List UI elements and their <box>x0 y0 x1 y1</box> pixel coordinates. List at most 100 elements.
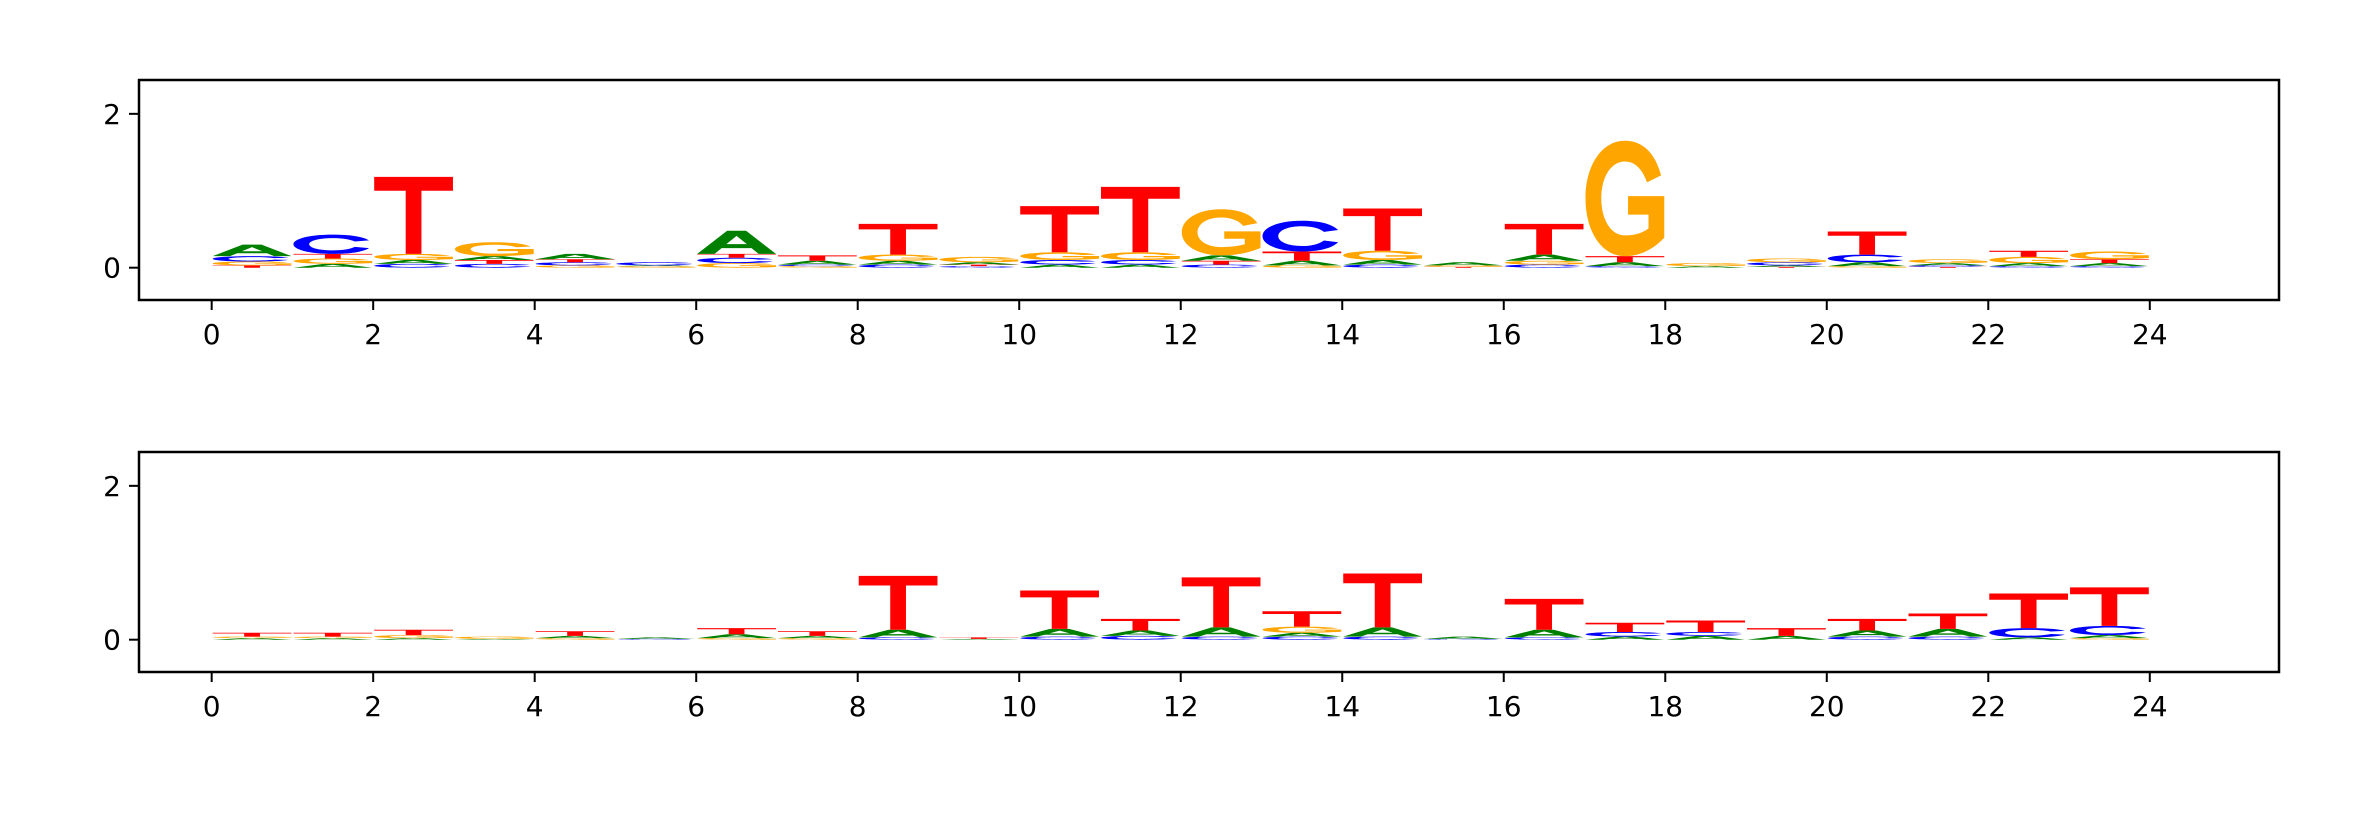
logo-letter-C-pos-13 <box>1262 220 1339 252</box>
logo-letter-G-pos-23 <box>2070 251 2149 260</box>
logo-letter-G-pos-14 <box>1343 250 1422 260</box>
logo-letter-G-pos-20 <box>1827 266 1907 268</box>
logo-letter-T-pos-10 <box>1020 590 1099 629</box>
logo-letters <box>212 573 2149 640</box>
logo-letter-T-pos-13 <box>1262 251 1342 261</box>
logo-letter-A-pos-1 <box>293 638 373 640</box>
logo-letter-C-pos-17 <box>1585 266 1662 268</box>
logo-letter-G-pos-4 <box>535 265 615 268</box>
logo-letter-A-pos-12 <box>1181 627 1261 637</box>
logo-letter-C-pos-11 <box>1100 635 1177 640</box>
x-tick-label: 22 <box>1970 318 2006 351</box>
logo-letter-A-pos-10 <box>1020 628 1099 637</box>
y-tick-label: 2 <box>103 470 121 503</box>
logo-letter-C-pos-4 <box>535 262 612 266</box>
logo-letter-G-pos-18 <box>1666 263 1746 267</box>
logo-letter-C-pos-20 <box>1827 636 1904 640</box>
logo-letter-T-pos-6 <box>697 628 776 635</box>
logo-letter-T-pos-4 <box>535 259 615 263</box>
logo-letter-G-pos-0 <box>212 261 292 266</box>
logo-letter-A-pos-0 <box>212 638 292 640</box>
x-tick-label: 4 <box>526 318 544 351</box>
logo-letter-A-pos-10 <box>1020 264 1099 268</box>
logo-letter-A-pos-21 <box>1908 628 1988 637</box>
logo-letter-C-pos-12 <box>1181 264 1258 268</box>
logo-letter-A-pos-16 <box>1504 629 1584 638</box>
x-tick-label: 12 <box>1163 690 1199 723</box>
logo-letter-T-pos-2 <box>374 629 453 636</box>
logo-letter-C-pos-6 <box>697 257 773 264</box>
logo-letter-G-pos-13 <box>1262 626 1342 633</box>
logo-letter-T-pos-21 <box>1908 613 1988 629</box>
logo-letter-A-pos-17 <box>1585 262 1665 267</box>
logo-letter-C-pos-0 <box>212 256 289 262</box>
logo-letter-C-pos-8 <box>858 637 935 640</box>
x-tick-label: 2 <box>364 690 382 723</box>
x-tick-label: 16 <box>1486 318 1522 351</box>
logo-letter-C-pos-8 <box>858 264 935 268</box>
logo-letter-G-pos-2 <box>374 253 453 260</box>
logo-letter-C-pos-10 <box>1020 636 1096 640</box>
logo-letter-T-pos-17 <box>1585 256 1665 263</box>
x-tick-label: 20 <box>1809 690 1845 723</box>
logo-letter-T-pos-8 <box>858 575 938 630</box>
logo-letter-A-pos-20 <box>1827 630 1907 637</box>
logo-letter-T-pos-12 <box>1181 577 1261 628</box>
logo-letter-T-pos-7 <box>777 631 857 636</box>
logo-letter-G-pos-23 <box>2070 638 2149 640</box>
logo-letter-T-pos-20 <box>1827 618 1907 631</box>
logo-letter-G-pos-6 <box>697 638 776 640</box>
logo-letters <box>212 140 2149 268</box>
x-tick-label: 24 <box>2132 318 2168 351</box>
x-tick-label: 6 <box>687 318 705 351</box>
logo-letter-A-pos-14 <box>1343 627 1422 637</box>
logo-letter-C-pos-13 <box>1262 636 1339 640</box>
logo-letter-C-pos-10 <box>1020 260 1096 265</box>
logo-letter-G-pos-7 <box>777 266 857 268</box>
logo-letter-C-pos-22 <box>1989 266 2065 268</box>
x-tick-label: 16 <box>1486 690 1522 723</box>
logo-letter-A-pos-14 <box>1343 260 1422 265</box>
logo-letter-C-pos-7 <box>777 264 854 267</box>
logo-letter-T-pos-6 <box>697 253 776 258</box>
logo-letter-C-pos-23 <box>2070 266 2146 268</box>
logo-letter-T-pos-13 <box>1262 611 1342 627</box>
x-tick-label: 18 <box>1647 318 1683 351</box>
logo-letter-T-pos-23 <box>2070 259 2149 264</box>
logo-letter-T-pos-10 <box>1020 206 1099 253</box>
logo-letter-T-pos-22 <box>1989 250 2069 257</box>
logo-letter-A-pos-18 <box>1666 635 1746 640</box>
logo-letter-A-pos-5 <box>616 637 696 639</box>
x-tick-label: 4 <box>526 690 544 723</box>
logo-letter-G-pos-19 <box>1747 258 1826 263</box>
logo-letter-C-pos-5 <box>616 262 693 266</box>
logo-letter-A-pos-5 <box>616 265 696 267</box>
axes-frame <box>137 78 2281 302</box>
logo-letter-A-pos-22 <box>1989 637 2069 640</box>
logo-letter-A-pos-3 <box>454 638 534 640</box>
logo-letter-G-pos-6 <box>697 263 776 268</box>
logo-letter-C-pos-11 <box>1100 260 1177 265</box>
logo-letter-G-pos-16 <box>1504 260 1584 265</box>
logo-letter-A-pos-9 <box>939 262 1019 265</box>
logo-letter-G-pos-22 <box>1989 256 2069 264</box>
logo-letter-A-pos-3 <box>454 256 534 260</box>
logo-letter-C-pos-14 <box>1343 264 1419 268</box>
logo-letter-C-pos-5 <box>616 638 693 640</box>
logo-letter-C-pos-17 <box>1585 632 1662 637</box>
logo-letter-G-pos-7 <box>777 638 857 640</box>
logo-letter-G-pos-0 <box>212 636 292 639</box>
logo-letter-C-pos-16 <box>1504 637 1581 640</box>
logo-letter-C-pos-19 <box>1747 262 1823 266</box>
logo-letter-G-pos-12 <box>1181 209 1261 256</box>
x-tick-label: 18 <box>1647 690 1683 723</box>
logo-letter-C-pos-3 <box>454 263 531 268</box>
x-tick-label: 22 <box>1970 690 2006 723</box>
logo-letter-A-pos-22 <box>1989 263 2069 267</box>
logo-letter-A-pos-1 <box>293 263 373 268</box>
logo-letter-A-pos-2 <box>374 260 453 264</box>
logo-letter-A-pos-18 <box>1666 266 1746 268</box>
logo-letter-T-pos-16 <box>1504 598 1584 630</box>
